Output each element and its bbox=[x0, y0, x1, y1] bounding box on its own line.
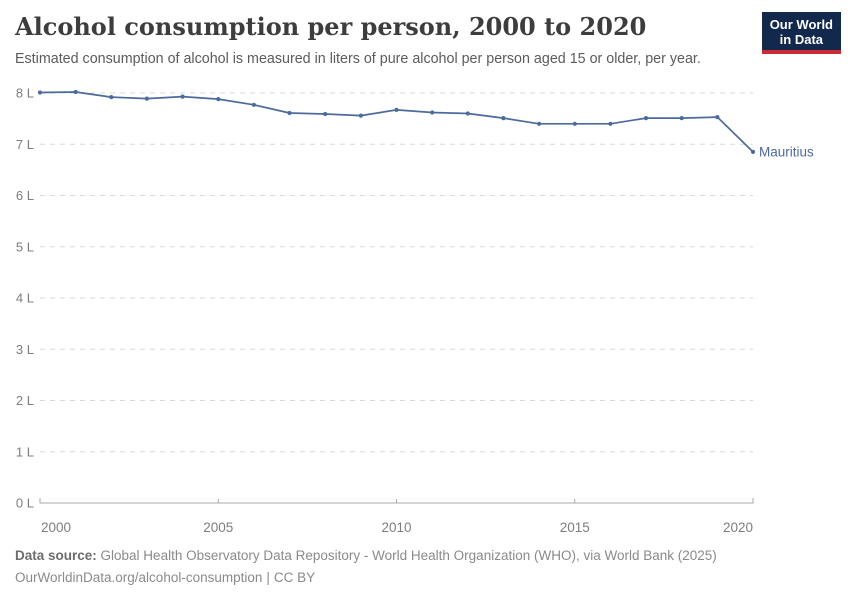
y-axis-label-8: 8 L bbox=[16, 86, 34, 101]
datasource-label: Data source: bbox=[15, 548, 97, 563]
data-point-2017[interactable] bbox=[643, 116, 649, 121]
data-point-2009[interactable] bbox=[358, 113, 363, 118]
data-point-2001[interactable] bbox=[73, 89, 78, 95]
data-point-2019[interactable] bbox=[715, 115, 720, 120]
data-point-2015[interactable] bbox=[572, 121, 577, 126]
data-point-2005[interactable] bbox=[216, 97, 221, 102]
x-axis-label-2005: 2005 bbox=[203, 520, 233, 535]
owid-logo[interactable]: Our World in Data bbox=[761, 12, 841, 54]
data-point-2013[interactable] bbox=[501, 116, 506, 121]
data-point-2007[interactable] bbox=[287, 110, 292, 116]
data-point-2020[interactable] bbox=[750, 149, 756, 154]
data-point-2006[interactable] bbox=[251, 102, 256, 107]
x-axis-label-2020: 2020 bbox=[723, 520, 753, 535]
owid-logo-text-line1: Our World bbox=[769, 17, 833, 32]
x-axis-label-2010: 2010 bbox=[381, 520, 411, 535]
y-axis-label-1: 1 L bbox=[16, 444, 34, 459]
x-axis-label-2015: 2015 bbox=[560, 520, 590, 535]
footer-license-line: OurWorldinData.org/alcohol-consumption | C… bbox=[15, 567, 717, 589]
footer-link: OurWorldinData.org/alcohol-consumption bbox=[15, 570, 263, 585]
data-point-2000[interactable] bbox=[37, 90, 43, 95]
y-axis-label-4: 4 L bbox=[16, 291, 34, 306]
data-point-2002[interactable] bbox=[109, 95, 114, 100]
data-point-2010[interactable] bbox=[394, 107, 399, 112]
data-point-2018[interactable] bbox=[679, 116, 684, 121]
data-point-2016[interactable] bbox=[608, 121, 613, 126]
y-axis-label-6: 6 L bbox=[16, 188, 34, 203]
page-title: Alcohol consumption per person, 2000 to … bbox=[15, 12, 647, 41]
data-point-2004[interactable] bbox=[180, 94, 185, 99]
data-point-2014[interactable] bbox=[537, 121, 542, 126]
y-axis-label-7: 7 L bbox=[16, 137, 34, 152]
y-axis-label-5: 5 L bbox=[16, 239, 34, 254]
x-axis-label-2000: 2000 bbox=[41, 520, 71, 535]
footer-separator: | bbox=[266, 570, 270, 585]
data-point-2012[interactable] bbox=[465, 111, 470, 116]
data-point-2008[interactable] bbox=[323, 111, 328, 117]
y-axis-label-0: 0 L bbox=[16, 496, 34, 511]
chart-footer: Data source: Global Health Observatory D… bbox=[15, 545, 717, 589]
series-line-mauritius[interactable] bbox=[39, 91, 754, 153]
footer-datasource-line: Data source: Global Health Observatory D… bbox=[15, 545, 717, 567]
y-axis-label-2: 2 L bbox=[16, 393, 34, 408]
chart-subtitle: Estimated consumption of alcohol is meas… bbox=[15, 51, 701, 67]
owid-logo-text-line2: in Data bbox=[779, 32, 824, 47]
data-point-2003[interactable] bbox=[144, 96, 149, 101]
y-axis-label-3: 3 L bbox=[16, 342, 34, 357]
data-point-2011[interactable] bbox=[430, 110, 435, 115]
footer-license: CC BY bbox=[273, 570, 316, 585]
datasource-text: Global Health Observatory Data Repositor… bbox=[96, 548, 717, 563]
series-label-mauritius[interactable]: Mauritius bbox=[759, 144, 814, 159]
